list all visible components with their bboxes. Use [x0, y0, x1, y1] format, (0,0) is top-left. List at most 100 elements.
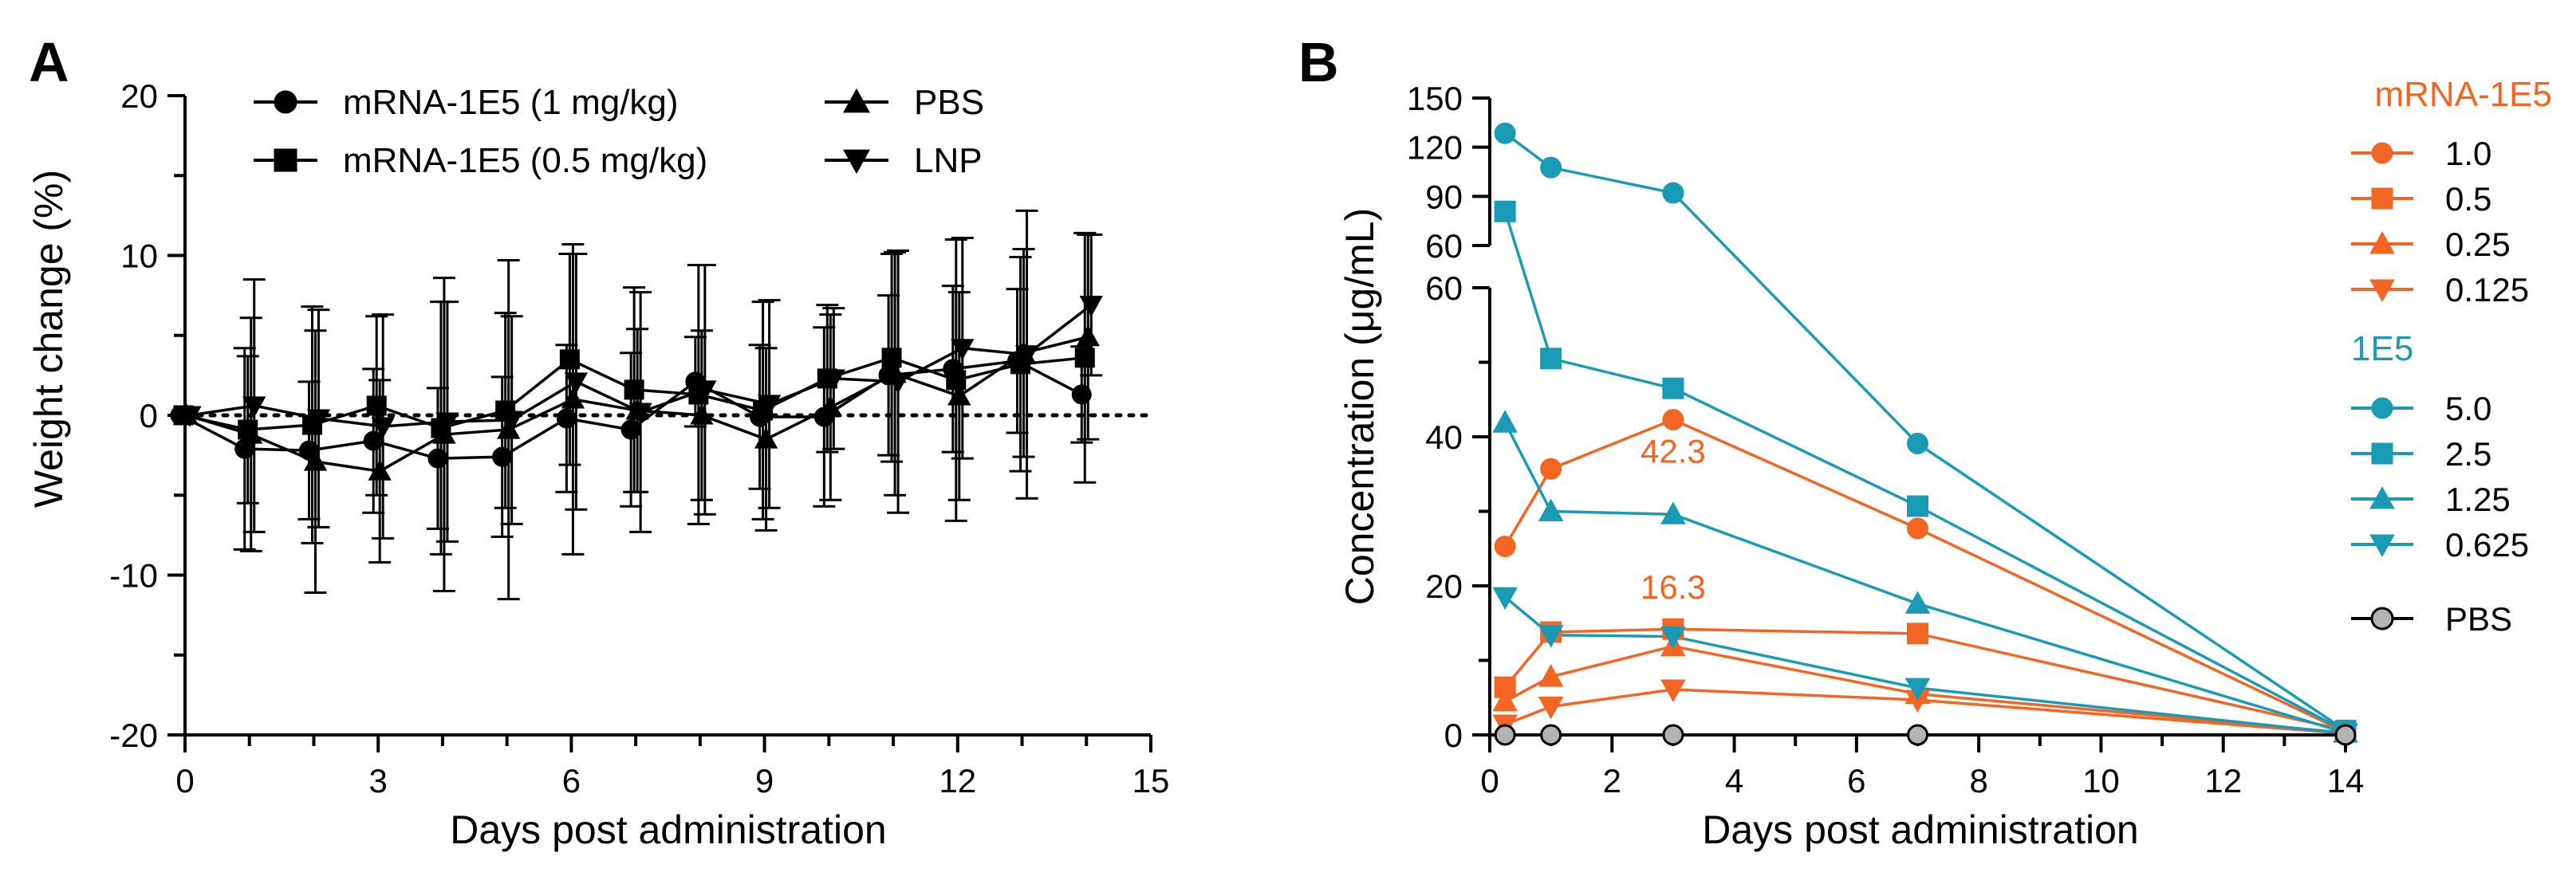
- panel-b-legend-group-title: mRNA-1E5: [2375, 75, 2553, 114]
- panel-a-data-point: [628, 403, 652, 424]
- panel-a-legend-marker: [843, 88, 870, 113]
- panel-a-data-point: [559, 349, 580, 370]
- panel-a-data-point: [947, 384, 971, 406]
- panel-b-y-axis-label: Concentration (μg/mL): [1337, 208, 1382, 605]
- panel-b-y-tick-label: 60: [1425, 269, 1463, 307]
- panel-b-y-tick-label: 20: [1425, 568, 1463, 605]
- panel-b-data-point: [1540, 458, 1562, 480]
- panel-b-legend-group-title: 1E5: [2351, 329, 2413, 368]
- panel-a-data-point: [946, 370, 967, 391]
- panel-a-y-tick-label: 10: [120, 238, 158, 275]
- panel-b-data-point: [1538, 625, 1564, 648]
- panel-a-letter: A: [29, 31, 69, 93]
- panel-b-legend-marker: [2369, 534, 2395, 557]
- panel-b-data-point: [1492, 688, 1518, 712]
- panel-b-x-axis-label: Days post administration: [1702, 807, 2138, 852]
- panel-a-x-tick-label: 9: [755, 762, 774, 799]
- panel-b-data-point: [1538, 664, 1564, 687]
- panel-b-legend-marker: [2371, 187, 2393, 210]
- panel-b-data-point: [1494, 200, 1516, 222]
- panel-a-data-point: [497, 418, 521, 439]
- panel-b-data-point: [1662, 377, 1684, 399]
- panel-b-legend-label: 0.25: [2445, 226, 2511, 263]
- panel-a-data-point: [693, 380, 717, 402]
- panel-a-data-point: [881, 348, 902, 368]
- panel-a-data-point: [1074, 348, 1095, 368]
- panel-a-y-axis-label: Weight change (%): [26, 170, 71, 508]
- panel-a-data-point: [561, 387, 585, 409]
- panel-a-legend-label: mRNA-1E5 (0.5 mg/kg): [343, 141, 707, 180]
- panel-b-annotation: 16.3: [1641, 568, 1706, 606]
- panel-a-legend-label: LNP: [914, 141, 983, 180]
- panel-b-legend-marker: [2369, 486, 2395, 509]
- panel-a-data-point: [306, 409, 331, 430]
- panel-b-data-point: [1662, 408, 1684, 430]
- panel-b-legend-label: 0.125: [2445, 271, 2529, 308]
- panel-a-data-point: [239, 422, 263, 444]
- panel-b-legend-marker: [2369, 231, 2395, 254]
- panel-b-letter: B: [1298, 31, 1339, 93]
- panel-b-legend-label: 1.0: [2445, 135, 2491, 172]
- panel-a-data-point: [432, 422, 456, 444]
- panel-b-data-point: [1904, 678, 1931, 701]
- panel-b-data-point: [1540, 156, 1562, 179]
- panel-a-data-point: [1071, 384, 1092, 405]
- panel-a-data-point: [368, 459, 392, 481]
- panel-b-data-point: [1662, 724, 1684, 746]
- panel-a-data-point: [1014, 345, 1039, 367]
- panel-b-y-tick-label: 0: [1444, 717, 1463, 754]
- panel-b-data-point: [1492, 410, 1518, 433]
- panel-a-legend-label: PBS: [914, 83, 984, 122]
- panel-b-x-tick-label: 12: [2204, 762, 2242, 799]
- panel-b-series-line: [1503, 210, 2346, 733]
- panel-a-data-point: [620, 419, 641, 440]
- panel-b-data-point: [1538, 697, 1564, 720]
- panel-a-y-tick-label: 0: [140, 397, 158, 434]
- panel-a-data-point: [564, 372, 589, 394]
- panel-b-data-point: [1904, 591, 1931, 614]
- panel-a-data-point: [242, 396, 266, 418]
- panel-b-legend-marker: [2369, 279, 2395, 302]
- panel-b-legend-label: 0.5: [2445, 180, 2491, 218]
- panel-b-data-point: [1907, 517, 1928, 540]
- panel-b-legend-marker: [2371, 397, 2393, 419]
- panel-b-data-point: [1538, 498, 1564, 521]
- panel-a-x-tick-label: 0: [175, 762, 194, 799]
- panel-a-y-tick-label: -10: [109, 557, 158, 595]
- panel-b-legend-label: 5.0: [2445, 390, 2491, 427]
- panel-b-x-tick-label: 14: [2327, 762, 2365, 799]
- panel-b-data-point: [1494, 535, 1516, 557]
- panel-b-x-tick-label: 8: [1969, 762, 1987, 799]
- panel-a-data-point: [303, 450, 328, 471]
- panel-b-x-tick-label: 2: [1603, 762, 1621, 799]
- panel-b-x-tick-label: 6: [1847, 762, 1865, 799]
- panel-b-legend-marker: [2371, 442, 2393, 465]
- panel-a-y-tick-label: 20: [120, 77, 158, 115]
- panel-a-data-point: [178, 406, 202, 427]
- panel-a-data-point: [492, 446, 513, 467]
- panel-b-data-point: [1662, 182, 1684, 204]
- panel-b-data-point: [1492, 587, 1518, 611]
- panel-a-data-point: [427, 448, 448, 469]
- panel-a-y-tick-label: -20: [109, 717, 158, 754]
- panel-b-data-point: [1540, 724, 1562, 746]
- panel-b-data-point: [1540, 348, 1562, 370]
- panel-b-legend-marker: [2371, 142, 2393, 164]
- panel-b-data-point: [1660, 627, 1686, 650]
- panel-b-data-point: [1660, 501, 1686, 524]
- panel-a-legend-label: mRNA-1E5 (1 mg/kg): [343, 83, 679, 122]
- panel-a-data-point: [366, 395, 387, 416]
- panel-b-x-tick-label: 10: [2082, 762, 2120, 799]
- panel-b-y-tick-label: 120: [1407, 129, 1463, 167]
- panel-b-legend-marker: [2370, 607, 2394, 631]
- panel-a-data-point: [556, 408, 577, 429]
- panel-b-data-point: [1494, 122, 1516, 144]
- panel-a-legend-marker: [274, 90, 297, 114]
- panel-b-data-point: [1907, 432, 1928, 454]
- panel-a-x-tick-label: 6: [562, 762, 581, 799]
- panel-a-legend-marker: [843, 149, 870, 175]
- panel-a-data-point: [1079, 296, 1103, 317]
- panel-b-data-point: [1907, 724, 1928, 746]
- panel-a-data-point: [754, 427, 778, 449]
